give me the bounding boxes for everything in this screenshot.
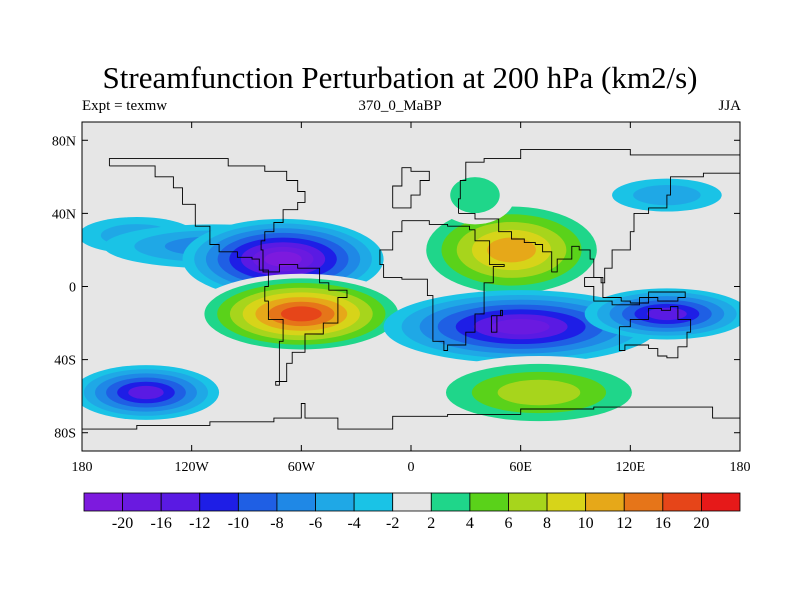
colorbar-swatch (623, 492, 664, 512)
coastline (108, 158, 306, 273)
x-tick-label: 120W (175, 460, 210, 475)
chart-title: Streamfunction Perturbation at 200 hPa (… (102, 60, 698, 95)
south-indian-high-band (497, 379, 581, 406)
tropical-atlantic-high-band (280, 306, 322, 322)
colorbar-swatch (315, 492, 355, 512)
contour-layer (82, 165, 740, 430)
colorbar-label: 12 (616, 515, 632, 532)
x-tick-label: 180 (730, 460, 751, 475)
x-tick-label: 180 (72, 460, 93, 475)
colorbar-swatch (392, 492, 432, 512)
colorbar-label: 20 (693, 515, 709, 532)
x-tick-label: 120E (616, 460, 646, 475)
colorbar-label: -16 (151, 515, 172, 532)
colorbar-swatch (546, 492, 587, 512)
colorbar-swatch (237, 492, 278, 512)
colorbar-swatch (83, 492, 123, 512)
colorbar-swatch (469, 492, 509, 512)
season-label: JJA (718, 98, 741, 114)
colorbar-label: -12 (189, 515, 210, 532)
colorbar-label: 4 (466, 515, 474, 532)
colorbar-label: -8 (270, 515, 283, 532)
coastline (82, 403, 740, 430)
coastline (264, 264, 348, 386)
north-atlantic-low-band (264, 251, 302, 267)
south-pacific-low-band (128, 385, 164, 400)
colorbar-swatch (701, 492, 741, 512)
colorbar-swatch (353, 492, 394, 512)
colorbar-label: -6 (309, 515, 322, 532)
coastline (392, 167, 430, 209)
y-tick-label: 40S (54, 354, 76, 369)
colorbar-swatch (662, 492, 702, 512)
y-tick-label: 40N (52, 207, 76, 222)
axis-ticks: 180 120W 60W 0 60E 120E 180 80N 40N 0 40S 80S (52, 122, 751, 475)
colorbar-swatch (122, 492, 162, 512)
colorbar-swatch (430, 492, 471, 512)
x-tick-label: 60E (509, 460, 532, 475)
colorbar-swatch (199, 492, 239, 512)
continent-outlines (82, 148, 740, 430)
colorbar-label: 10 (578, 515, 594, 532)
x-tick-label: 60W (288, 460, 316, 475)
colorbar-label: -20 (112, 515, 133, 532)
asian-high-band (487, 237, 536, 263)
x-tick-label: 0 (408, 460, 415, 475)
colorbar-label: 16 (655, 515, 671, 532)
colorbar-label: -2 (386, 515, 399, 532)
colorbar-swatch (160, 492, 201, 512)
y-tick-label: 0 (69, 281, 76, 296)
experiment-label: Expt = texmw (82, 98, 168, 114)
west-pacific-low-band (646, 307, 687, 321)
colorbar-label: -10 (228, 515, 249, 532)
colorbar-label: 8 (543, 515, 551, 532)
y-tick-label: 80N (52, 134, 76, 149)
colorbar-swatch (585, 492, 625, 512)
coastline (584, 276, 686, 306)
coastline (458, 148, 740, 284)
colorbar-label: -4 (347, 515, 360, 532)
time-period-label: 370_0_MaBP (358, 98, 442, 114)
colorbar-swatch (508, 492, 548, 512)
colorbar-label: 6 (504, 515, 512, 532)
indian-ocean-low-band (491, 319, 550, 335)
colorbar: -20 -16 -12 -10 -8 -6 -4 -2 2 4 6 8 10 12 16 20 (83, 492, 741, 532)
colorbar-label: 2 (427, 515, 435, 532)
coastline (490, 309, 503, 333)
y-tick-label: 80S (54, 427, 76, 442)
coastline (618, 306, 692, 359)
asian-high-band (450, 177, 500, 214)
coastline (379, 220, 505, 351)
colorbar-swatch (276, 492, 316, 512)
